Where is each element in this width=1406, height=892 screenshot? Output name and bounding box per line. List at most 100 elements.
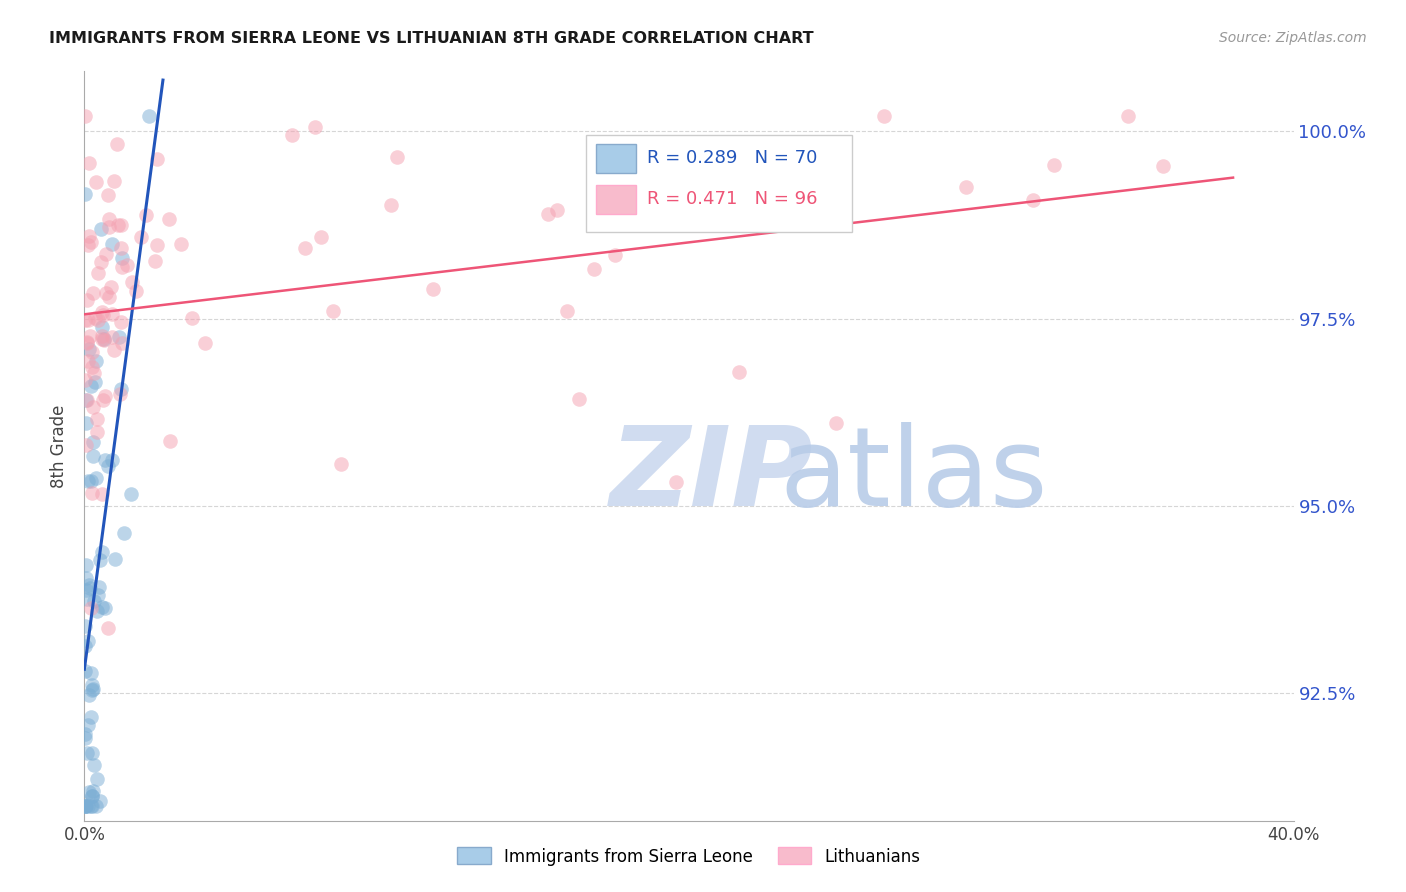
Point xyxy=(86,772,108,786)
Point xyxy=(86,425,108,439)
Text: R = 0.289   N = 70: R = 0.289 N = 70 xyxy=(647,149,817,167)
Point xyxy=(86,411,108,425)
Point xyxy=(87,580,110,594)
Point xyxy=(94,389,117,403)
Point xyxy=(75,798,97,813)
Point xyxy=(537,207,560,221)
Point xyxy=(79,581,101,595)
Point xyxy=(105,136,128,151)
Point xyxy=(76,558,98,572)
Point xyxy=(86,175,108,189)
Point xyxy=(76,336,98,351)
Point xyxy=(91,487,114,501)
Point xyxy=(82,400,104,414)
Point xyxy=(75,583,97,598)
Point xyxy=(1043,158,1066,172)
Point xyxy=(309,230,332,244)
Point xyxy=(80,379,103,393)
Point xyxy=(101,307,124,321)
Point xyxy=(110,387,132,401)
Point xyxy=(75,571,97,585)
Point xyxy=(294,241,316,255)
Point xyxy=(98,290,121,304)
Point xyxy=(111,336,134,351)
Point xyxy=(77,578,100,592)
Point xyxy=(75,731,97,745)
Y-axis label: 8th Grade: 8th Grade xyxy=(51,404,69,488)
Point xyxy=(75,639,97,653)
Point xyxy=(82,360,104,375)
Point xyxy=(728,365,751,379)
Point xyxy=(80,345,103,359)
Text: IMMIGRANTS FROM SIERRA LEONE VS LITHUANIAN 8TH GRADE CORRELATION CHART: IMMIGRANTS FROM SIERRA LEONE VS LITHUANI… xyxy=(49,31,814,46)
Point xyxy=(110,315,132,329)
Point xyxy=(138,109,160,123)
Point xyxy=(75,313,97,327)
Point xyxy=(94,286,117,301)
Point xyxy=(89,794,111,808)
Point xyxy=(93,308,115,322)
Bar xyxy=(596,186,636,214)
Text: R = 0.471   N = 96: R = 0.471 N = 96 xyxy=(647,190,817,208)
Point xyxy=(90,320,112,334)
Point xyxy=(180,311,202,326)
Point xyxy=(80,789,103,804)
Point xyxy=(664,475,686,489)
Point xyxy=(131,230,153,244)
Point xyxy=(76,393,98,408)
Point xyxy=(94,247,117,261)
Point xyxy=(82,746,104,760)
Point xyxy=(83,375,105,389)
Point xyxy=(111,260,134,274)
Point xyxy=(422,282,444,296)
Point xyxy=(91,392,114,407)
Point xyxy=(82,434,104,449)
Point xyxy=(873,109,896,123)
Point xyxy=(77,718,100,732)
Point xyxy=(77,354,100,368)
Point xyxy=(692,153,714,168)
Point xyxy=(91,545,114,559)
Point xyxy=(605,248,627,262)
Point xyxy=(91,599,114,614)
Text: atlas: atlas xyxy=(780,423,1047,530)
Point xyxy=(824,417,846,431)
Text: ZIP: ZIP xyxy=(610,423,814,530)
Point xyxy=(76,592,98,607)
Point xyxy=(83,311,105,326)
Point xyxy=(75,798,97,813)
Point xyxy=(75,393,97,408)
Point xyxy=(159,434,181,449)
Point xyxy=(82,449,104,463)
Point xyxy=(157,212,180,227)
Point xyxy=(322,304,344,318)
Point xyxy=(96,459,118,474)
Point xyxy=(110,242,132,256)
Point xyxy=(98,220,121,235)
Text: Source: ZipAtlas.com: Source: ZipAtlas.com xyxy=(1219,31,1367,45)
Point xyxy=(80,682,103,697)
Point xyxy=(104,551,127,566)
Point xyxy=(83,594,105,608)
Point xyxy=(76,746,98,760)
Point xyxy=(145,238,167,252)
Point xyxy=(108,330,131,344)
Point xyxy=(681,172,703,186)
Point xyxy=(955,179,977,194)
Point xyxy=(87,313,110,327)
Bar xyxy=(586,135,852,233)
Point xyxy=(75,798,97,813)
Point xyxy=(100,279,122,293)
Point xyxy=(145,152,167,166)
Point xyxy=(80,235,103,250)
Point xyxy=(385,150,408,164)
Point xyxy=(121,275,143,289)
Point xyxy=(90,255,112,269)
Point xyxy=(90,222,112,236)
Point xyxy=(115,258,138,272)
Point xyxy=(97,212,120,227)
Point xyxy=(84,471,107,485)
Point xyxy=(82,286,104,301)
Point xyxy=(75,186,97,201)
Point xyxy=(82,682,104,697)
